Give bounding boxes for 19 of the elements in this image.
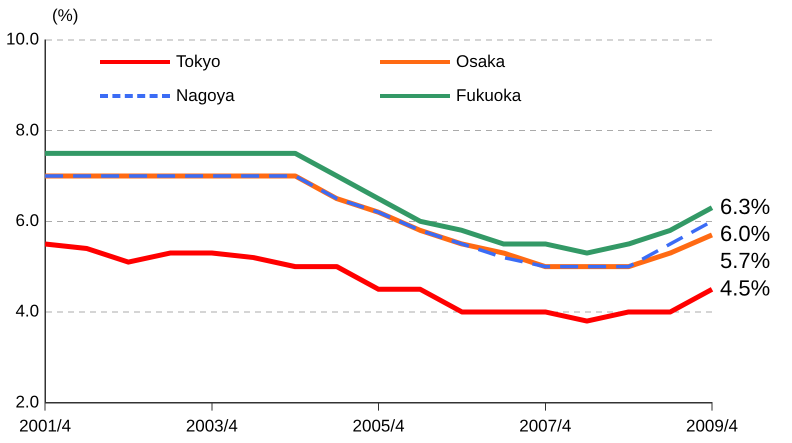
annotation: 4.5%: [720, 275, 770, 300]
annotation: 5.7%: [720, 248, 770, 273]
x-tick-label: 2005/4: [352, 416, 405, 436]
legend-label: Tokyo: [176, 52, 220, 72]
y-axis-title: (%): [52, 6, 78, 26]
y-tick-label: 8.0: [15, 120, 40, 140]
annotation: 6.0%: [720, 220, 770, 246]
y-tick-label: 4.0: [15, 302, 40, 321]
x-tick-label: 2003/4: [186, 416, 238, 436]
y-tick-label: 2.0: [15, 392, 40, 412]
legend-label: Nagoya: [176, 86, 235, 106]
x-tick-label: 2009/4: [686, 416, 738, 436]
legend-label: Osaka: [456, 52, 506, 72]
y-tick-label: 10.0: [6, 30, 40, 49]
legend-label: Fukuoka: [456, 86, 522, 106]
x-tick-label: 2007/4: [519, 416, 572, 436]
y-tick-label: 6.0: [15, 210, 40, 230]
x-tick-label: 2001/4: [19, 416, 72, 436]
annotation: 6.3%: [720, 194, 770, 219]
